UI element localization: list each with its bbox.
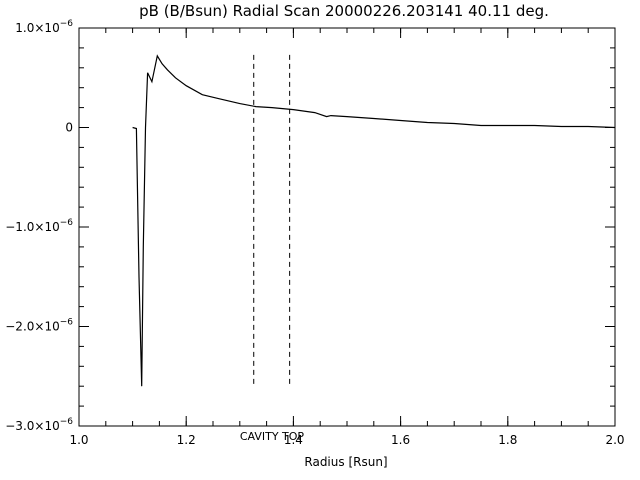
chart-title: pB (B/Bsun) Radial Scan 20000226.203141 … [139,2,549,20]
axis-ticks [78,27,616,427]
y-tick-mantissa: −3.0×10 [5,419,59,433]
x-tick-label: 1.2 [177,433,196,447]
y-tick-label: 0 [65,121,73,135]
y-tick-labels: 1.0×10−60−1.0×10−6−2.0×10−6−3.0×10−6 [5,19,73,433]
y-tick-label: −1.0×10−6 [5,218,73,234]
cavity-markers [253,54,291,387]
y-tick-mantissa: −1.0×10 [5,220,59,234]
x-tick-label: 2.0 [605,433,624,447]
cavity-top-annotation: CAVITY TOP [240,430,305,443]
x-tick-label: 1.8 [498,433,517,447]
y-tick-label: 1.0×10−6 [15,19,73,35]
x-tick-label: 1.6 [391,433,410,447]
y-tick-mantissa: 0 [65,121,73,135]
x-tick-label: 1.4 [284,433,303,447]
x-axis-label: Radius [Rsun] [304,455,387,469]
y-tick-label: −3.0×10−6 [5,417,73,433]
plot-frame [78,27,616,427]
y-tick-mantissa: −2.0×10 [5,320,59,334]
y-tick-exponent: −6 [60,318,74,328]
y-tick-exponent: −6 [60,19,74,29]
y-tick-exponent: −6 [60,218,74,228]
y-tick-exponent: −6 [60,417,74,427]
series-line [132,54,616,387]
y-tick-label: −2.0×10−6 [5,318,73,334]
y-tick-mantissa: 1.0×10 [15,21,59,35]
x-tick-labels: 1.0 1.2 1.4 1.6 1.8 2.0 [69,433,624,447]
x-tick-label: 1.0 [69,433,88,447]
